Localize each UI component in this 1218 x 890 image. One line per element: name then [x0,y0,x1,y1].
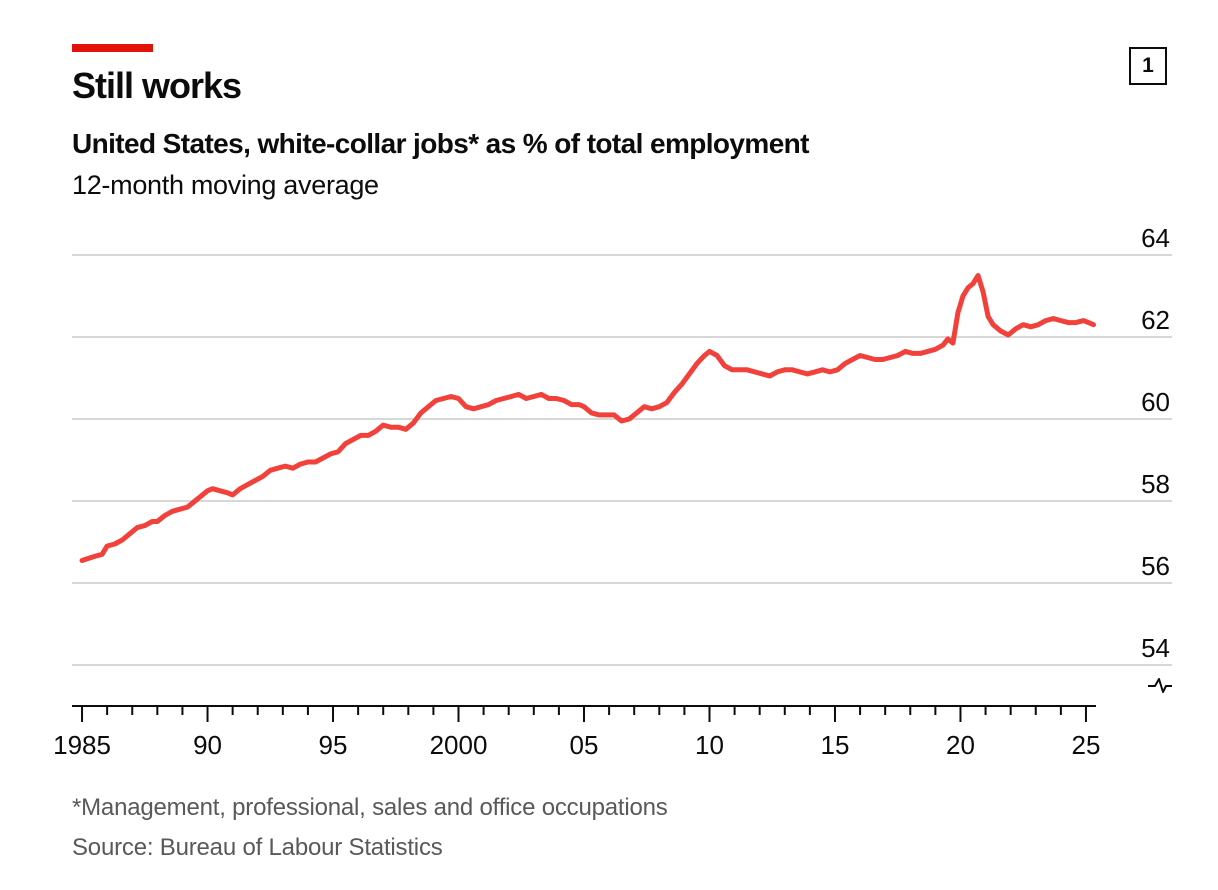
brand-red-bar [72,44,153,52]
x-tick-label: 20 [946,730,975,760]
chart-title: Still works [72,65,242,106]
x-tick-label: 25 [1071,730,1100,760]
x-tick-label: 1985 [53,730,111,760]
x-tick-label: 90 [193,730,222,760]
y-axis-labels: 54 56 58 60 62 64 [1141,223,1170,663]
x-tick-label: 95 [319,730,348,760]
x-tick-label: 10 [695,730,724,760]
y-tick-label: 54 [1141,633,1170,663]
footnote: *Management, professional, sales and off… [72,794,668,821]
chart-number-badge: 1 [1129,47,1167,85]
axis-break-icon [1148,678,1172,693]
y-tick-label: 58 [1141,469,1170,499]
x-tick-label: 2000 [430,730,488,760]
source-note: Source: Bureau of Labour Statistics [72,834,443,861]
y-tick-label: 56 [1141,551,1170,581]
y-tick-label: 60 [1141,387,1170,417]
y-tick-label: 62 [1141,305,1170,335]
x-tick-label: 15 [821,730,850,760]
chart-subsubtitle: 12-month moving average [72,170,379,200]
x-axis-labels: 1985 90 95 2000 05 10 15 20 25 [53,730,1100,760]
series-line-0 [79,273,1096,563]
x-tick-label: 05 [570,730,599,760]
chart-subtitle: United States, white-collar jobs* as % o… [72,128,810,159]
y-tick-label: 64 [1141,223,1170,253]
gridlines [72,254,1172,666]
series [79,273,1096,563]
axis-break-icon [1148,678,1172,693]
x-axis [72,705,1096,722]
